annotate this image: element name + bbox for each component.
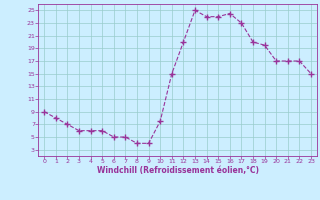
X-axis label: Windchill (Refroidissement éolien,°C): Windchill (Refroidissement éolien,°C) — [97, 166, 259, 175]
